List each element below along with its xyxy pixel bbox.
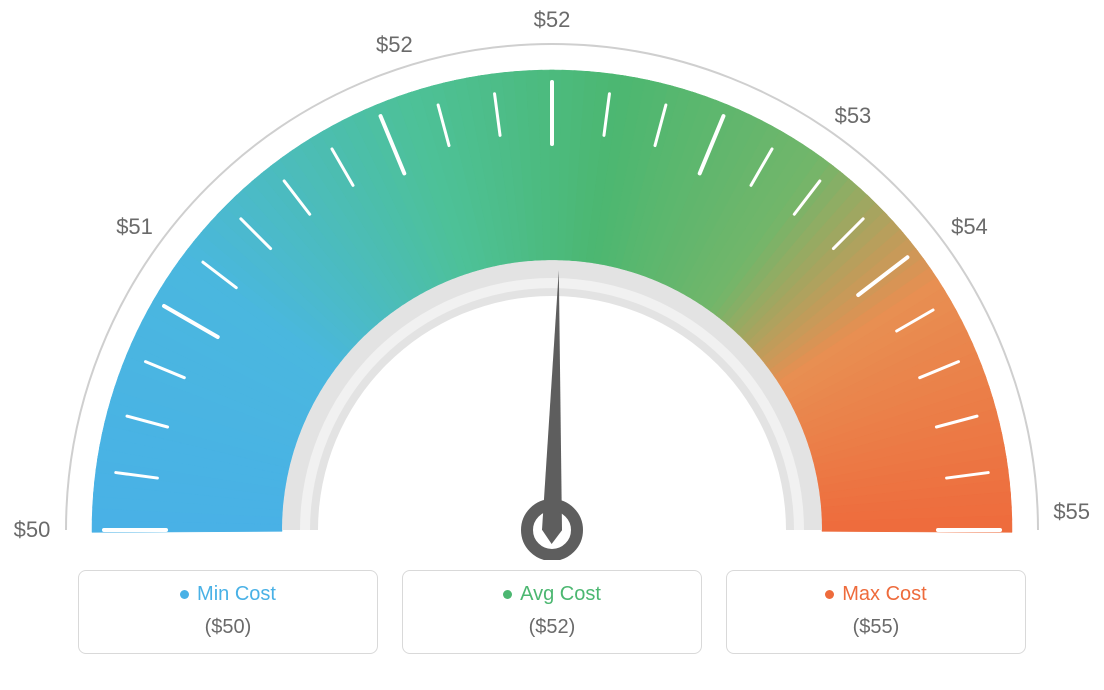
legend-label: Min Cost [197, 583, 276, 606]
gauge-chart: $50 $51 $52 $52 $53 $54 $55 [0, 0, 1104, 560]
gauge-tick-label: $52 [376, 32, 413, 58]
legend-dot-icon [180, 590, 189, 599]
legend-label: Max Cost [842, 583, 926, 606]
legend-card: Avg Cost ($52) [402, 570, 702, 654]
gauge-tick-label: $52 [534, 7, 571, 33]
legend-card: Max Cost ($55) [726, 570, 1026, 654]
legend-dot-icon [503, 590, 512, 599]
legend-value: ($52) [413, 616, 691, 639]
legend-title: Max Cost [825, 583, 926, 606]
legend-card: Min Cost ($50) [78, 570, 378, 654]
gauge-tick-label: $55 [1053, 499, 1090, 525]
gauge-tick-label: $53 [835, 103, 872, 129]
legend-dot-icon [825, 590, 834, 599]
legend-title: Avg Cost [503, 583, 601, 606]
gauge-tick-label: $50 [14, 517, 51, 543]
legend-label: Avg Cost [520, 583, 601, 606]
gauge-svg [0, 0, 1104, 560]
legend-value: ($50) [89, 616, 367, 639]
legend-title: Min Cost [180, 583, 276, 606]
gauge-tick-label: $54 [951, 214, 988, 240]
legend-value: ($55) [737, 616, 1015, 639]
gauge-tick-label: $51 [116, 214, 153, 240]
legend-row: Min Cost ($50) Avg Cost ($52) Max Cost ($55) [0, 570, 1104, 654]
